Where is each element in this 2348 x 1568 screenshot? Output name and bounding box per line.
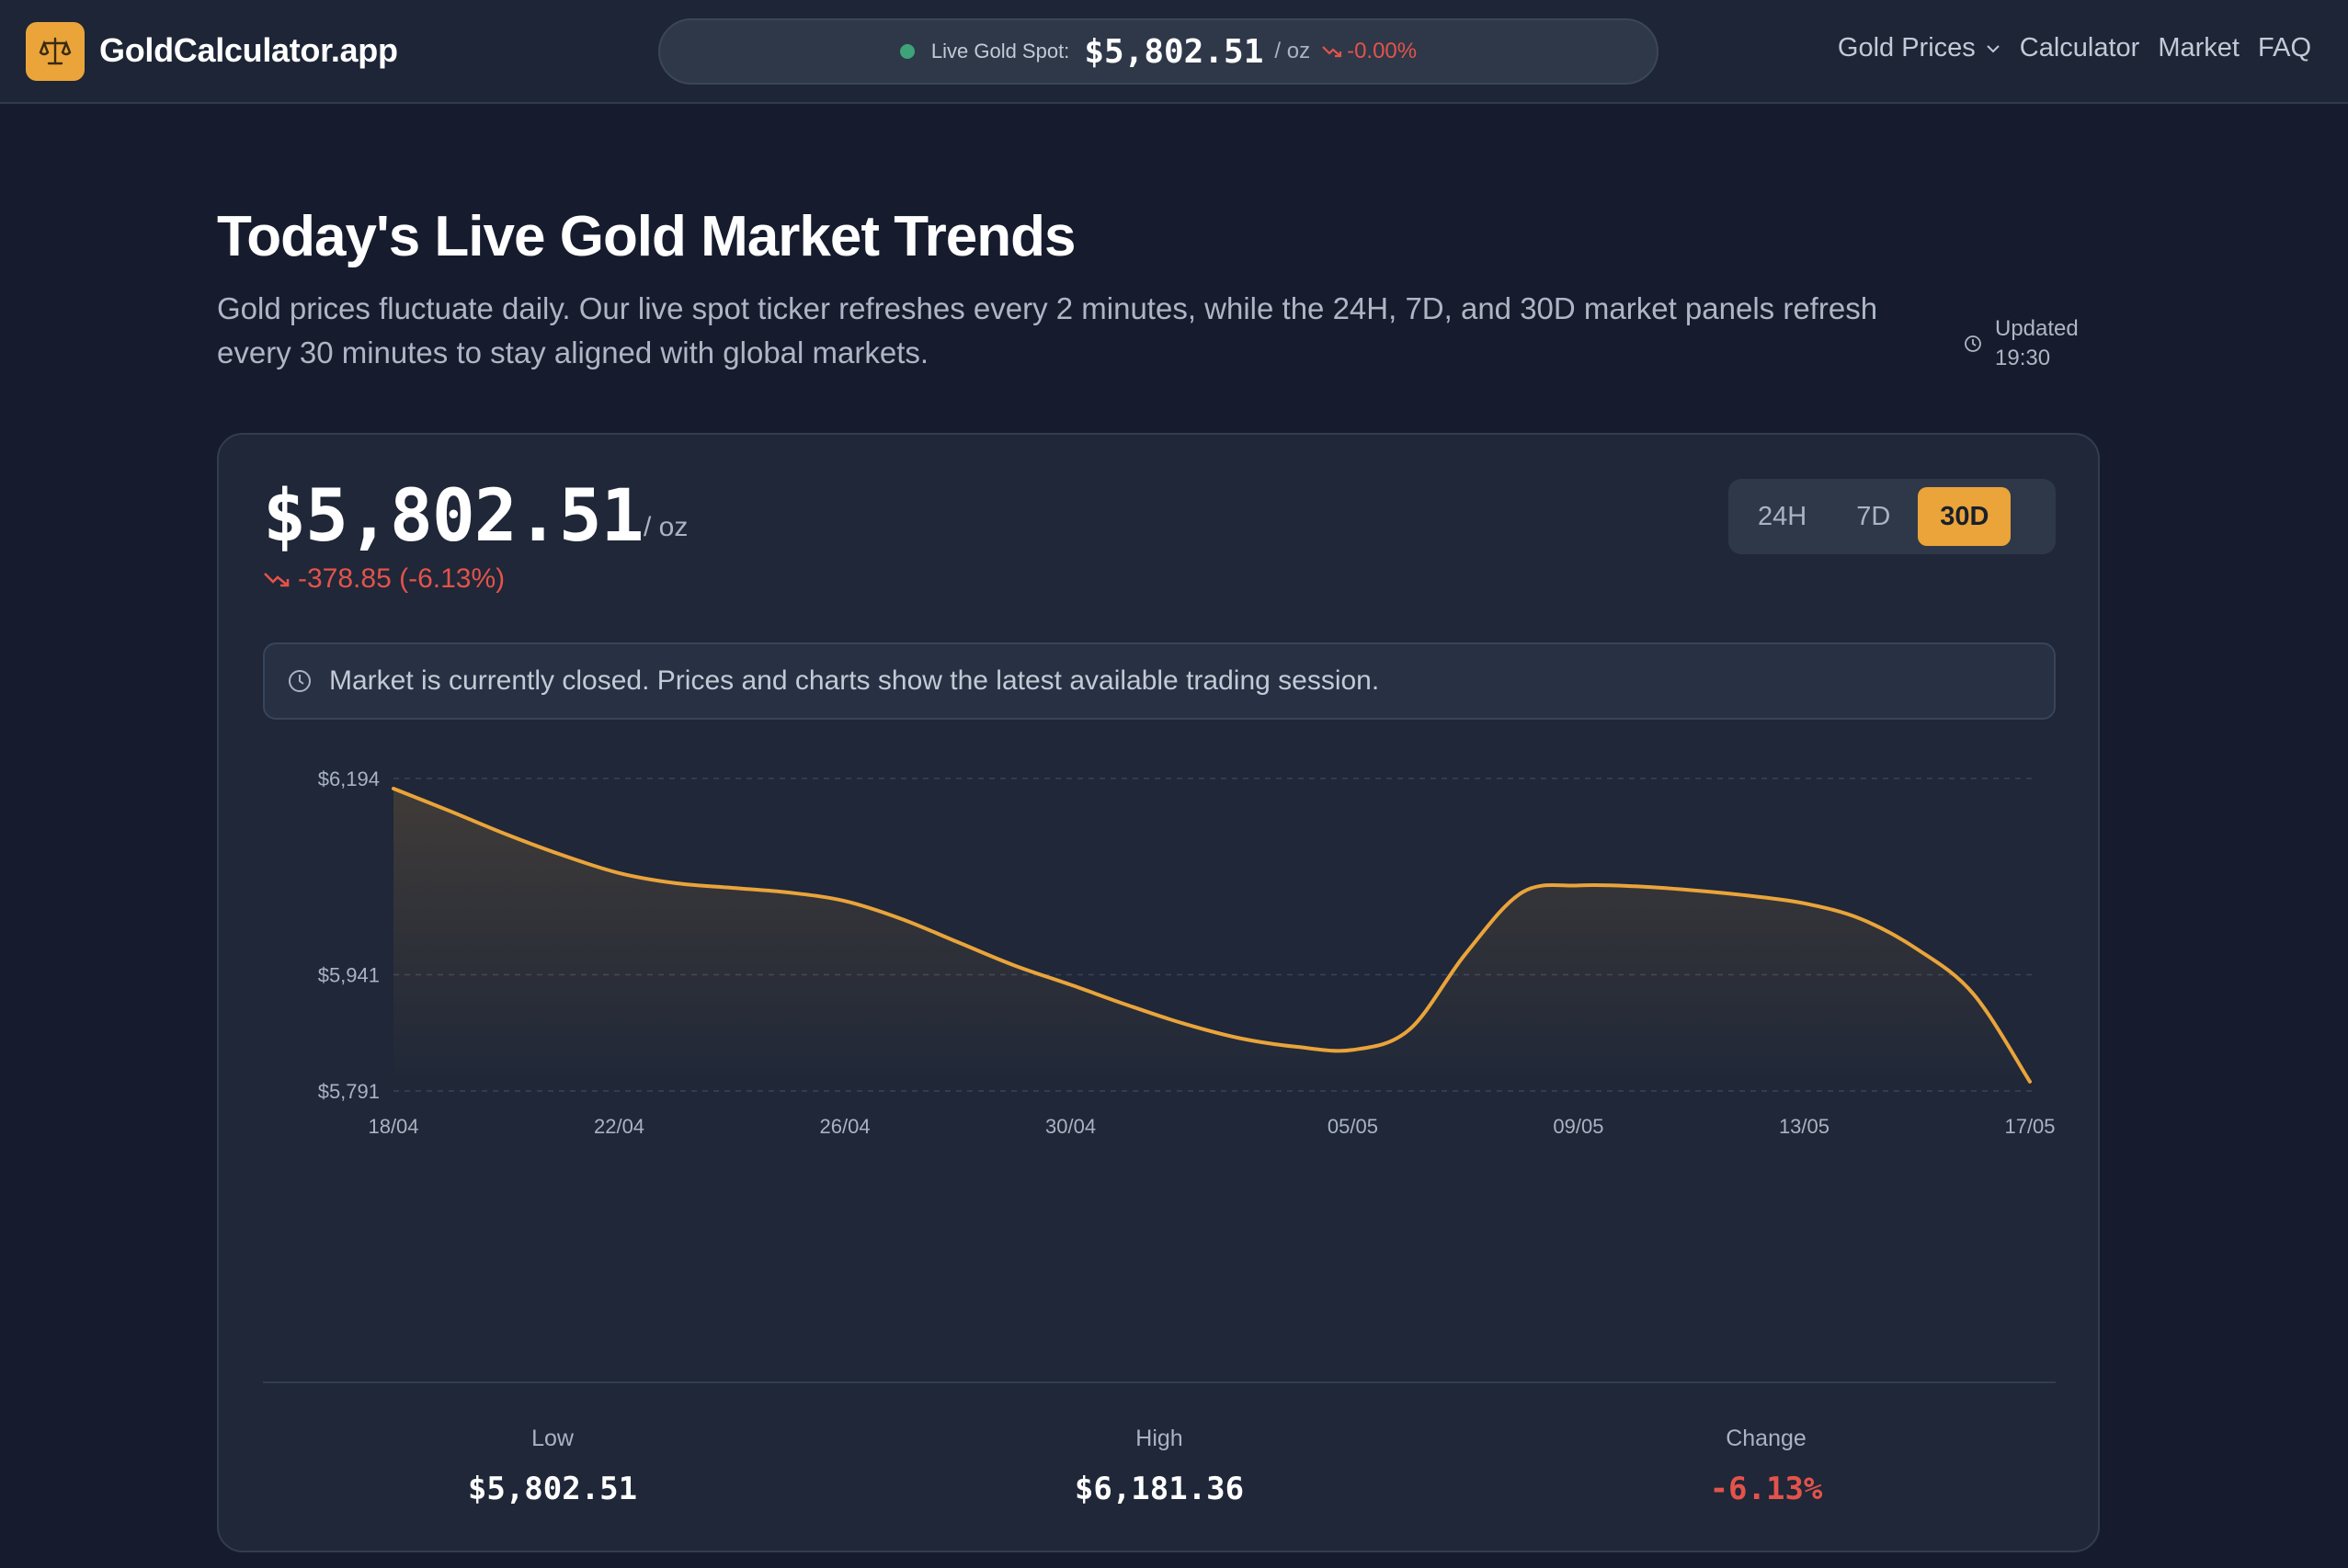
stat-high-label: High xyxy=(1135,1426,1183,1451)
clock-icon xyxy=(1965,335,1981,352)
stat-change: Change -6.13% xyxy=(1582,1426,1950,1507)
stat-low-value: $5,802.51 xyxy=(467,1471,638,1507)
brand-name[interactable]: GoldCalculator.app xyxy=(99,31,398,69)
trend-down-icon xyxy=(1322,46,1342,58)
price-change: -378.85 (-6.13%) xyxy=(263,563,505,595)
stat-high-value: $6,181.36 xyxy=(1074,1471,1245,1507)
nav-calculator[interactable]: Calculator xyxy=(2019,33,2140,62)
price-change-value: -378.85 (-6.13%) xyxy=(298,563,506,594)
chart-area-fill xyxy=(393,788,2030,1091)
current-price-unit: / oz xyxy=(644,512,689,542)
x-tick-label: 18/04 xyxy=(368,1115,418,1138)
ticker-label: Live Gold Spot: xyxy=(930,40,1070,62)
range-selector: 24H 7D 30D xyxy=(1728,479,2056,554)
y-tick-label: $5,791 xyxy=(318,1080,380,1103)
x-tick-label: 05/05 xyxy=(1328,1115,1378,1138)
updated-time: 19:30 xyxy=(1995,346,2051,370)
page-title: Today's Live Gold Market Trends xyxy=(217,205,1077,268)
ticker-price: $5,802.51 xyxy=(1084,32,1264,71)
stat-low-label: Low xyxy=(531,1426,574,1451)
market-closed-notice: Market is currently closed. Prices and c… xyxy=(263,642,2056,720)
nav-gold-prices[interactable]: Gold Prices xyxy=(1838,33,2001,63)
y-tick-label: $5,941 xyxy=(318,963,380,986)
clock-icon xyxy=(289,670,311,692)
price-chart: $6,194 $5,941 $5,791 18/04 22/04 26/04 30/04 0… xyxy=(318,767,2056,1138)
x-tick-label: 22/04 xyxy=(594,1115,644,1138)
live-status-dot xyxy=(899,44,915,59)
current-price: $5,802.51 xyxy=(263,475,644,558)
ticker-change: -0.00% xyxy=(1321,39,1417,64)
stat-high: High $6,181.36 xyxy=(975,1426,1343,1507)
nav-gold-prices-label: Gold Prices xyxy=(1837,33,1976,62)
x-tick-label: 13/05 xyxy=(1779,1115,1829,1138)
y-tick-label: $6,194 xyxy=(318,767,380,790)
nav-market[interactable]: Market xyxy=(2158,33,2240,62)
chart-series-line xyxy=(392,786,2032,1084)
x-tick-label: 26/04 xyxy=(820,1115,871,1138)
stat-change-value: -6.13% xyxy=(1709,1471,1823,1507)
scale-logo-icon[interactable] xyxy=(26,22,85,81)
market-card: $5,802.51 / oz -378.85 (-6.13%) 24H 7D 3… xyxy=(217,433,2100,1552)
ticker-change-value: -0.00% xyxy=(1347,39,1418,63)
card-divider xyxy=(263,1381,2056,1383)
live-spot-ticker: Live Gold Spot: $5,802.51 / oz -0.00% xyxy=(658,18,1658,85)
x-tick-label: 17/05 xyxy=(2004,1115,2055,1138)
main-nav: Gold Prices Calculator Market FAQ xyxy=(1838,33,2311,63)
range-30d-button[interactable]: 30D xyxy=(1918,487,2012,546)
trend-down-icon xyxy=(264,573,290,587)
stat-change-label: Change xyxy=(1726,1426,1807,1451)
range-24h-button[interactable]: 24H xyxy=(1758,501,1807,531)
ticker-unit: / oz xyxy=(1274,39,1311,63)
nav-faq[interactable]: FAQ xyxy=(2257,33,2311,62)
top-header: GoldCalculator.app Live Gold Spot: $5,80… xyxy=(0,0,2348,104)
chevron-down-icon xyxy=(1987,44,2000,52)
x-tick-label: 09/05 xyxy=(1553,1115,1603,1138)
updated-indicator: Updated 19:30 xyxy=(1964,314,2079,373)
page-subtitle: Gold prices fluctuate daily. Our live sp… xyxy=(217,291,1878,369)
updated-label: Updated xyxy=(1995,316,2079,341)
range-7d-button[interactable]: 7D xyxy=(1856,501,1891,531)
x-tick-label: 30/04 xyxy=(1045,1115,1096,1138)
stat-low: Low $5,802.51 xyxy=(369,1426,736,1507)
notice-text: Market is currently closed. Prices and c… xyxy=(329,665,1380,696)
